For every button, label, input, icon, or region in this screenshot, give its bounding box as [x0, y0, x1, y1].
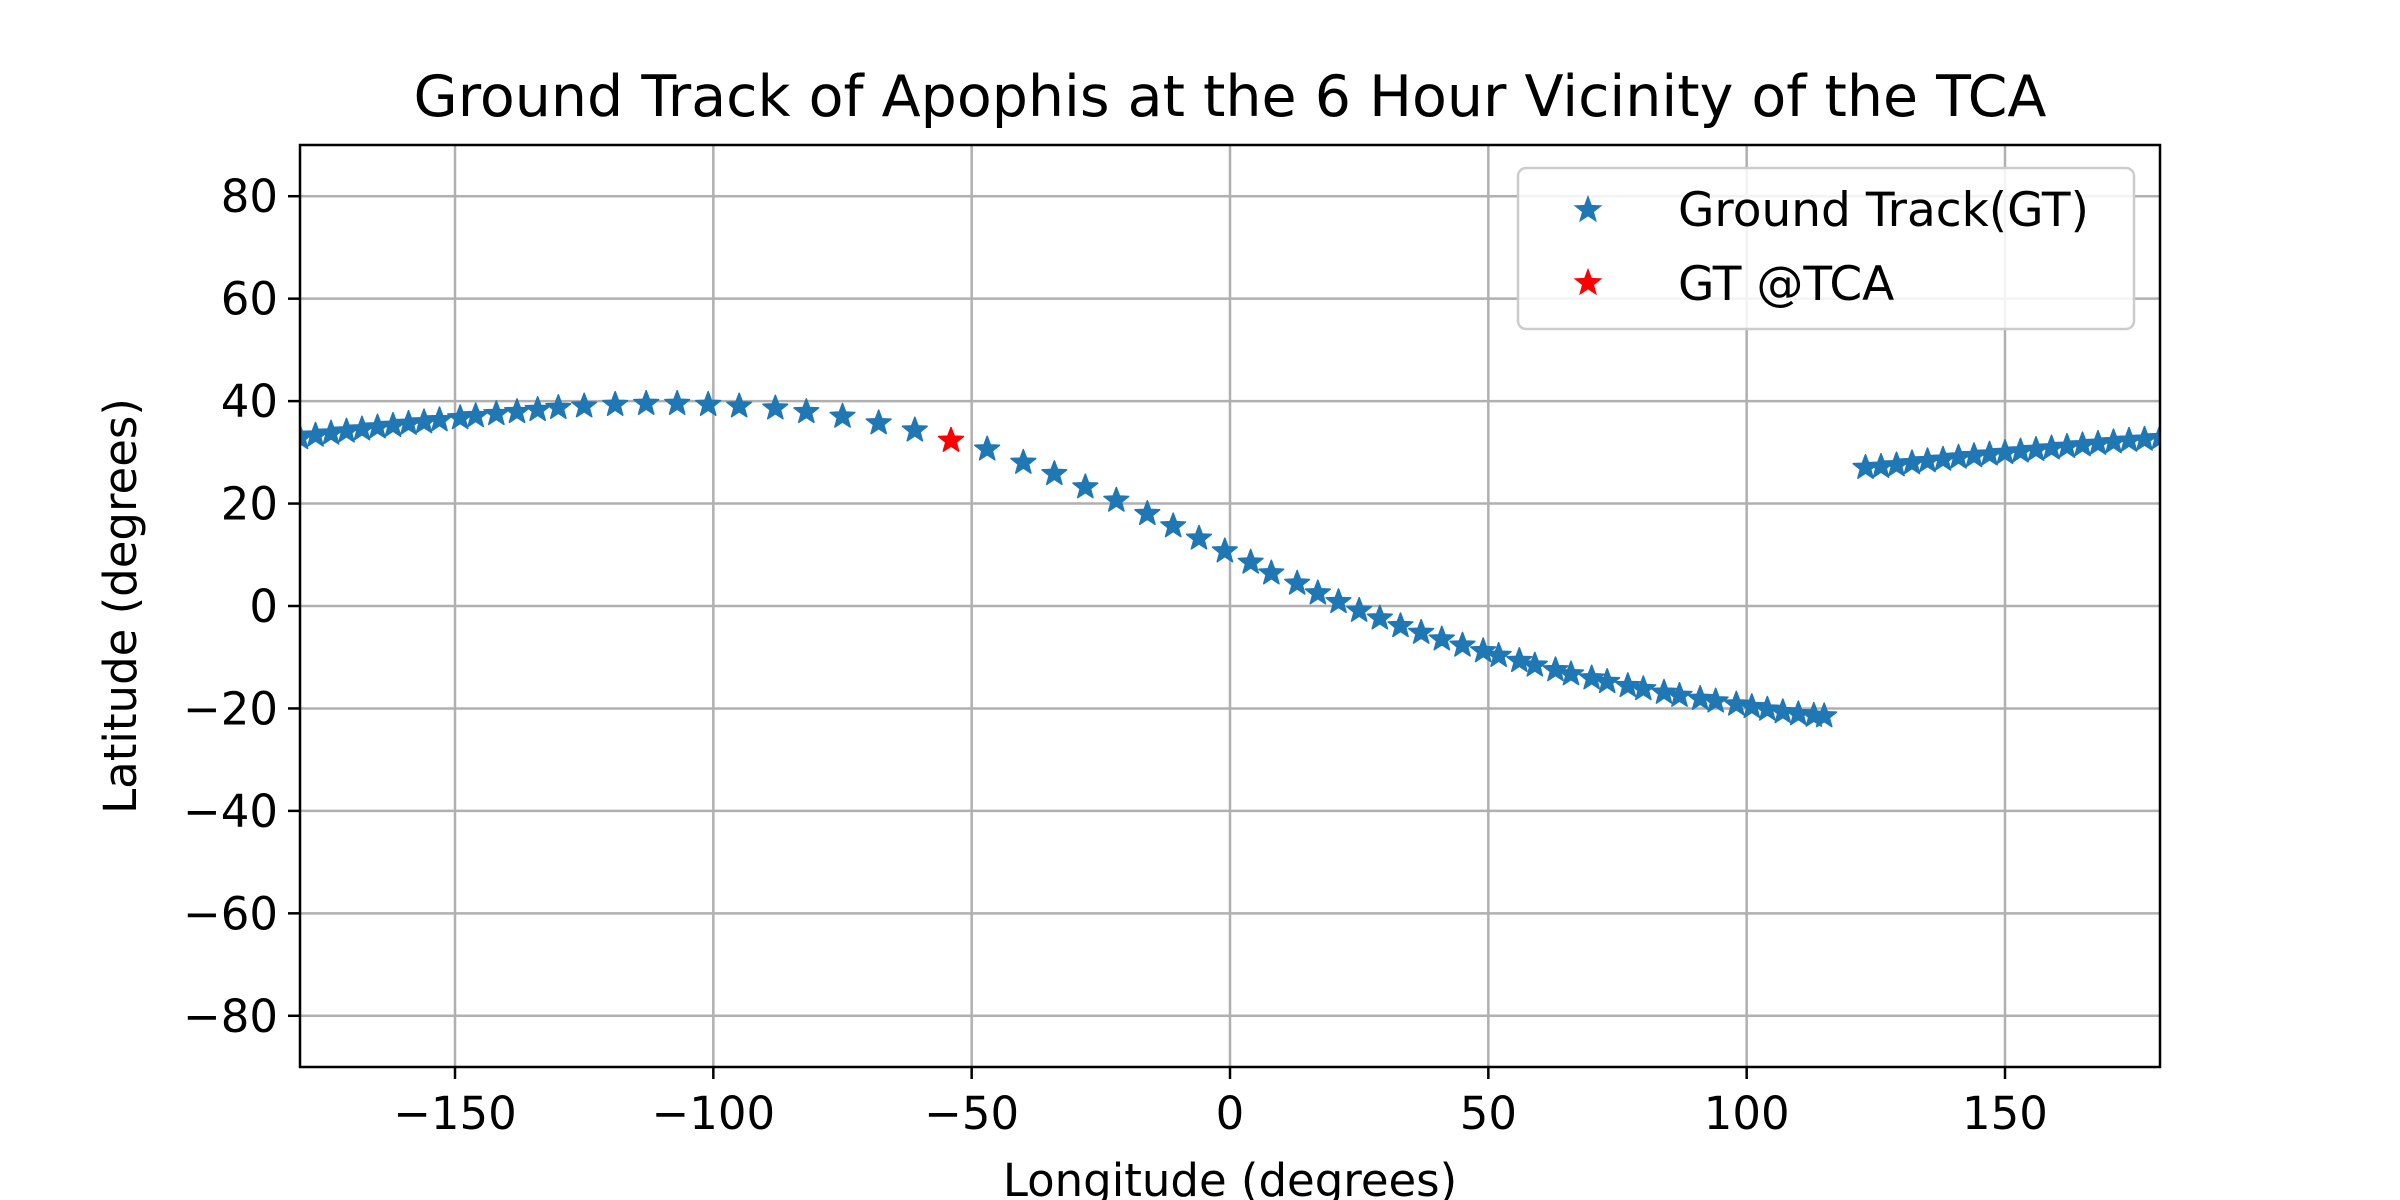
ground-track-point — [1470, 637, 1497, 663]
ground-track-point — [633, 389, 660, 415]
x-tick-label: −100 — [652, 1087, 776, 1140]
y-tick-label: −40 — [183, 785, 278, 838]
legend-label-gt-at-tca: GT @TCA — [1678, 257, 1894, 312]
ground-track-point — [829, 402, 856, 428]
ground-track-point — [664, 389, 691, 415]
ground-track-point — [901, 416, 928, 442]
y-tick-label: 40 — [221, 375, 278, 428]
x-tick-label: 0 — [1216, 1087, 1245, 1140]
ground-track-point — [1449, 631, 1476, 657]
ground-track-point — [1702, 687, 1729, 713]
ground-track-point — [1650, 678, 1678, 704]
series-ground-track — [300, 389, 2160, 728]
ground-track-point — [503, 398, 531, 424]
ground-track-point — [1211, 537, 1238, 563]
ground-track-point — [1346, 596, 1373, 622]
ground-track-point — [1304, 579, 1331, 605]
ground-track-point — [726, 392, 753, 418]
ground-track-point — [865, 409, 892, 435]
ground-track-point — [462, 402, 489, 428]
ground-track-point — [1408, 618, 1435, 644]
y-tick-label: −60 — [183, 887, 278, 940]
ground-track-point — [483, 400, 510, 426]
ground-track-point — [1521, 651, 1548, 677]
legend: Ground Track(GT) GT @TCA — [1516, 166, 2136, 331]
x-tick-label: 50 — [1460, 1087, 1517, 1140]
ground-track-point — [762, 394, 789, 420]
series-gt-at-tca — [937, 426, 965, 452]
y-axis: −80 −60 −40 −20 0 20 40 60 80 — [183, 170, 300, 1043]
ground-track-point — [1072, 473, 1099, 499]
ground-track-point — [524, 396, 551, 422]
ground-track-point — [571, 392, 598, 418]
ground-track-point — [1542, 656, 1569, 682]
ground-track-point — [1557, 660, 1585, 686]
ground-track-point — [1041, 460, 1068, 486]
ground-track-point — [545, 394, 572, 420]
tca-point — [937, 426, 965, 452]
ground-track-point — [1103, 486, 1130, 512]
ground-track-point — [695, 390, 722, 416]
legend-marker-ground-track — [1573, 194, 1603, 223]
ground-track-point — [1237, 548, 1264, 574]
ground-track-point — [1666, 681, 1693, 707]
y-tick-label: 0 — [249, 580, 278, 633]
x-tick-label: 100 — [1704, 1087, 1790, 1140]
x-tick-label: 150 — [1962, 1087, 2048, 1140]
ground-track-point — [1134, 500, 1161, 526]
ground-track-point — [1160, 512, 1187, 538]
ground-track-point — [1630, 675, 1657, 701]
ground-track-point — [1387, 612, 1414, 638]
legend-star-icon — [1573, 267, 1603, 296]
grid-lines — [300, 145, 2160, 1067]
legend-star-icon — [1573, 194, 1603, 223]
ground-track-point — [1578, 664, 1605, 690]
x-tick-label: −50 — [924, 1087, 1019, 1140]
ground-track-point — [1769, 698, 1796, 724]
ground-track-point — [1754, 695, 1781, 721]
y-tick-label: 80 — [221, 170, 278, 223]
ground-track-point — [1258, 559, 1285, 585]
y-tick-label: −20 — [183, 682, 278, 735]
ground-track-point — [1284, 569, 1311, 595]
x-tick-label: −150 — [393, 1087, 517, 1140]
y-tick-label: 20 — [221, 478, 278, 531]
ground-track-point — [1325, 588, 1352, 614]
ground-track-point — [1723, 690, 1750, 716]
y-axis-label: Latitude (degrees) — [94, 398, 147, 814]
legend-box — [1516, 166, 2136, 331]
ground-track-point — [1811, 702, 1838, 728]
ground-track-point — [1428, 625, 1455, 651]
ground-track-point — [1010, 448, 1037, 474]
ground-track-point — [1614, 672, 1641, 698]
ground-track-point — [1506, 647, 1533, 673]
legend-marker-gt-at-tca — [1573, 267, 1603, 296]
y-tick-label: 60 — [221, 273, 278, 326]
data-series — [300, 389, 2160, 728]
legend-label-ground-track: Ground Track(GT) — [1678, 183, 2089, 238]
ground-track-point — [602, 390, 629, 416]
ground-track-point — [1366, 604, 1393, 630]
ground-track-point — [1485, 641, 1512, 667]
ground-track-point — [1185, 524, 1213, 550]
ground-track-point — [2146, 424, 2160, 450]
ground-track-point — [1785, 700, 1812, 726]
ground-track-point — [793, 398, 820, 424]
ground-track-point — [974, 435, 1001, 461]
x-axis-label: Longitude (degrees) — [1003, 1154, 1457, 1200]
ground-track-point — [1594, 668, 1621, 694]
ground-track-point — [1738, 693, 1765, 719]
chart-title: Ground Track of Apophis at the 6 Hour Vi… — [414, 64, 2047, 130]
ground-track-point — [426, 406, 453, 432]
ground-track-point — [1687, 684, 1714, 710]
y-tick-label: −80 — [183, 990, 278, 1043]
x-axis: −150 −100 −50 0 50 100 150 — [393, 1067, 2048, 1140]
